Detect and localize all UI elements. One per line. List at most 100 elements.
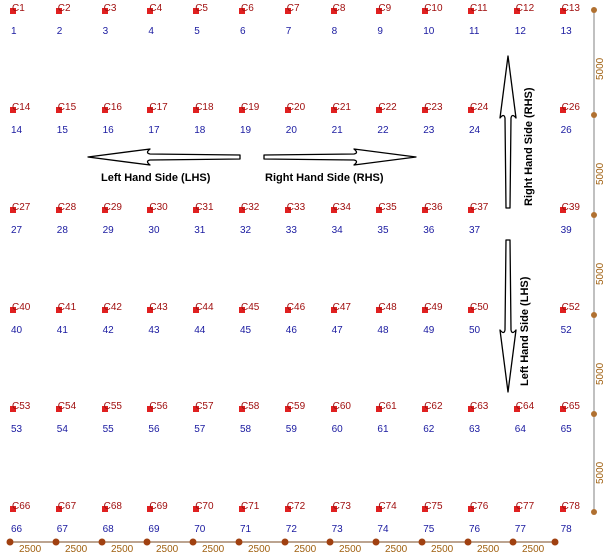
column-label: C19 [241, 102, 260, 113]
column-label: C37 [470, 202, 489, 213]
column-node [101, 307, 108, 313]
node-number: 6 [240, 26, 246, 37]
node-number: 56 [148, 424, 160, 435]
column-label: C15 [57, 102, 77, 113]
column-node [101, 506, 108, 512]
node-number: 10 [423, 26, 435, 37]
column-label: C27 [12, 202, 31, 213]
column-node [559, 506, 566, 512]
column-label: C66 [12, 501, 31, 512]
node-number: 41 [56, 325, 68, 336]
dimension-marker [52, 538, 60, 546]
node-number: 23 [423, 125, 435, 136]
column-node [147, 406, 154, 412]
node-number: 48 [377, 325, 389, 336]
column-label: C77 [515, 501, 535, 512]
column-label: C2 [57, 3, 71, 14]
column-node [193, 506, 200, 512]
node-number: 34 [331, 225, 343, 236]
node-number: 29 [102, 225, 114, 236]
column-label: C59 [286, 401, 306, 412]
column-label: C4 [149, 3, 163, 14]
column-label: C76 [470, 501, 489, 512]
column-node [376, 107, 383, 113]
column-node [193, 107, 200, 113]
column-label: C72 [286, 501, 306, 512]
node-number: 24 [469, 125, 481, 136]
column-label: C1 [12, 3, 25, 14]
column-label: C50 [470, 302, 489, 313]
column-node [468, 207, 474, 213]
column-label: C60 [332, 401, 351, 412]
horizontal-dimension-text: 2500 [19, 544, 42, 555]
node-number: 31 [194, 225, 206, 236]
dimension-marker [464, 538, 472, 546]
vertical-dimension-marker [591, 7, 597, 13]
column-label: C62 [424, 401, 443, 412]
column-node [10, 406, 16, 412]
column-label: C5 [195, 3, 208, 14]
column-node [55, 506, 62, 512]
column-label: C58 [241, 401, 260, 412]
column-node [55, 207, 62, 213]
column-label: C30 [149, 202, 168, 213]
node-number: 78 [560, 524, 572, 535]
column-label: C45 [241, 302, 260, 313]
column-node [559, 8, 566, 14]
column-node [559, 406, 566, 412]
column-node [147, 506, 154, 512]
column-label: C36 [424, 202, 443, 213]
column-node [10, 8, 16, 14]
column-node [101, 207, 108, 213]
node-number: 21 [331, 125, 343, 136]
column-label: C68 [103, 501, 122, 512]
column-node [376, 207, 383, 213]
column-label: C35 [378, 202, 397, 213]
node-number: 47 [331, 325, 343, 336]
column-label: C41 [57, 302, 77, 313]
column-label: C18 [195, 102, 214, 113]
column-label: C52 [561, 302, 580, 313]
dimension-marker [372, 538, 380, 546]
column-node [147, 8, 154, 14]
column-node [55, 107, 62, 113]
column-node [468, 307, 474, 313]
node-number: 18 [194, 125, 206, 136]
column-label: C57 [195, 401, 214, 412]
node-number: 27 [11, 225, 23, 236]
column-label: C33 [286, 202, 306, 213]
column-node [147, 207, 154, 213]
column-label: C46 [286, 302, 306, 313]
node-number: 54 [56, 424, 68, 435]
column-label: C16 [103, 102, 122, 113]
node-number: 9 [377, 26, 383, 37]
column-label: C71 [241, 501, 260, 512]
column-node [239, 107, 245, 113]
dimension-marker [281, 538, 289, 546]
node-number: 37 [469, 225, 481, 236]
column-label: C63 [470, 401, 489, 412]
column-label: C10 [424, 3, 443, 14]
node-number: 70 [194, 524, 206, 535]
node-number: 2 [56, 26, 63, 37]
dimension-marker [143, 538, 151, 546]
dimension-marker [509, 538, 517, 546]
down-arrow [499, 239, 517, 393]
column-node [284, 107, 291, 113]
node-number: 26 [560, 125, 572, 136]
column-label: C24 [470, 102, 489, 113]
column-node [422, 506, 429, 512]
node-number: 46 [285, 325, 297, 336]
horizontal-dimension-text: 2500 [248, 544, 271, 555]
column-node [513, 406, 520, 412]
column-node [239, 8, 245, 14]
horizontal-dimension-text: 2500 [111, 544, 134, 555]
column-node [147, 107, 154, 113]
column-node [330, 307, 337, 313]
column-label: C65 [561, 401, 580, 412]
column-label: C44 [195, 302, 214, 313]
column-node [101, 107, 108, 113]
column-label: C39 [561, 202, 580, 213]
node-number: 75 [423, 524, 435, 535]
